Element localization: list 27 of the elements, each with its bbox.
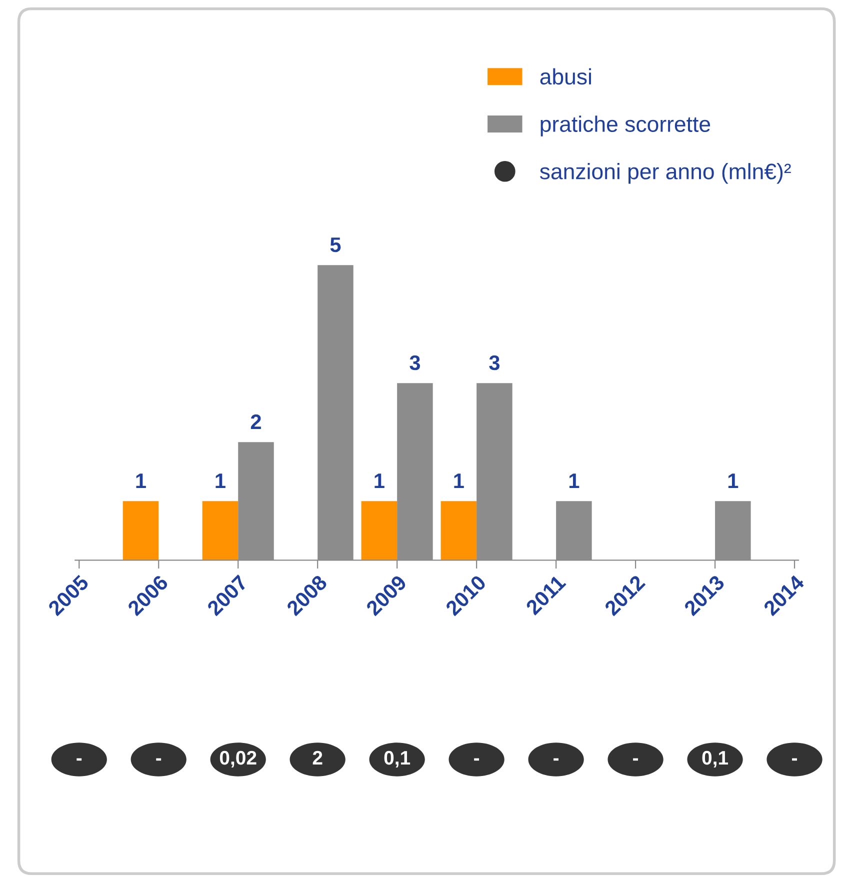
bar <box>202 501 238 560</box>
data-label: 1 <box>216 474 226 488</box>
data-label: 1 <box>728 474 738 488</box>
data-label: - <box>76 758 82 761</box>
data-label: 0,02 <box>220 750 256 768</box>
data-label: - <box>792 758 797 761</box>
data-label: 2 <box>312 750 322 764</box>
legend-label: pratiche scorrette <box>540 116 710 136</box>
data-label: 3 <box>410 355 420 370</box>
data-label: 3 <box>489 355 500 370</box>
data-label: - <box>554 758 559 761</box>
legend-label: abusi <box>540 68 591 85</box>
data-label: 5 <box>330 238 341 252</box>
data-label: - <box>156 758 162 761</box>
data-label: 1 <box>374 474 384 488</box>
bar <box>361 501 398 560</box>
data-label: - <box>474 758 480 761</box>
data-label: 1 <box>569 474 580 488</box>
data-label: 0,1 <box>702 750 728 768</box>
data-label: 0,1 <box>384 750 410 768</box>
bar <box>440 501 477 560</box>
legend-label: sanzioni per anno (mln€)² <box>540 163 791 184</box>
data-label: 1 <box>454 474 464 488</box>
data-label: 2 <box>250 414 261 429</box>
data-label: 1 <box>136 474 146 488</box>
bar <box>122 501 159 560</box>
data-label: - <box>633 758 638 761</box>
